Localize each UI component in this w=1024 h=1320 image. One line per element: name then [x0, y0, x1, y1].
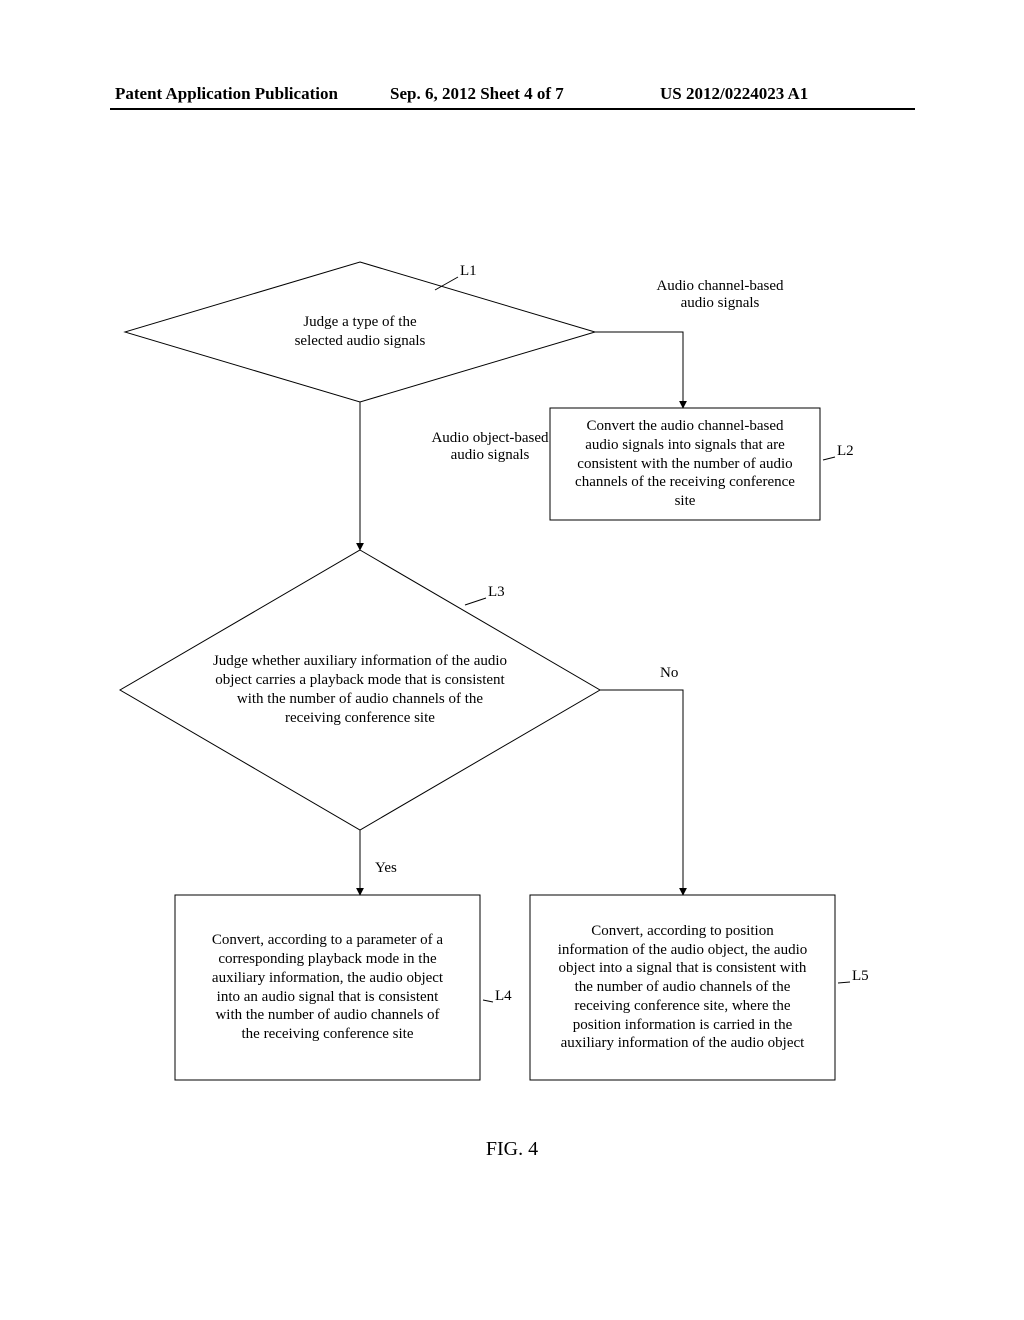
ref-label-L4: L4: [495, 988, 512, 1004]
page: Patent Application Publication Sep. 6, 2…: [0, 0, 1024, 1320]
ref-lead-L4: [483, 1000, 493, 1002]
header-rule: [110, 108, 915, 110]
edge-0: [595, 332, 683, 408]
ref-label-L2: L2: [837, 443, 854, 459]
header-right: US 2012/0224023 A1: [660, 84, 808, 104]
figure-caption: FIG. 4: [0, 1138, 1024, 1161]
header-center: Sep. 6, 2012 Sheet 4 of 7: [390, 84, 564, 104]
ref-label-L5: L5: [852, 968, 869, 984]
header-left: Patent Application Publication: [115, 84, 338, 104]
flowchart: Judge a type of theselected audio signal…: [115, 260, 915, 1120]
ref-lead-L2: [823, 457, 835, 460]
edge-3: [600, 690, 683, 895]
ref-lead-L5: [838, 982, 850, 983]
flowchart-svg: Judge a type of theselected audio signal…: [115, 260, 915, 1120]
ref-label-L1: L1: [460, 263, 477, 279]
ref-label-L3: L3: [488, 584, 505, 600]
